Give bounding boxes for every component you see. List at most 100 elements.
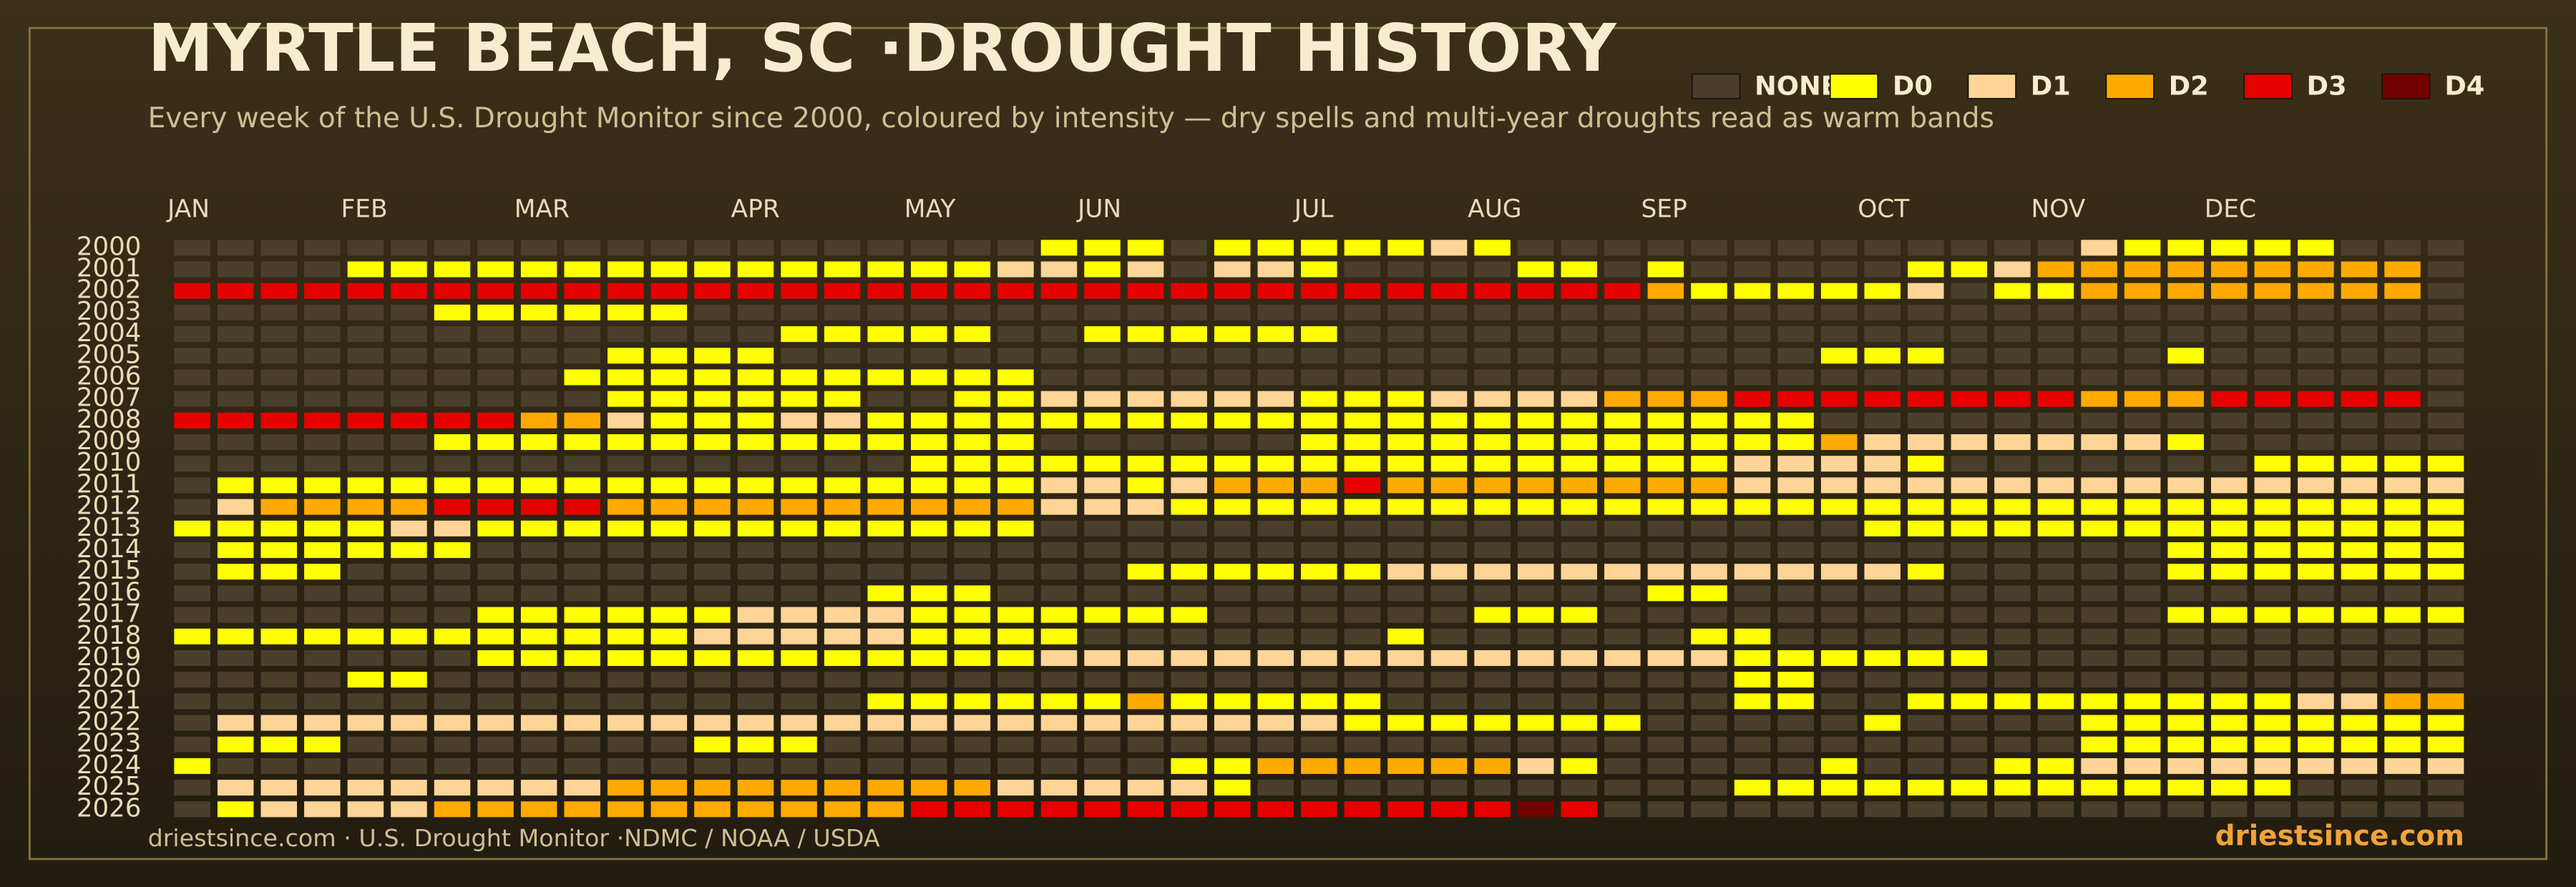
cell <box>520 758 557 774</box>
cell <box>781 283 817 299</box>
cell <box>1257 585 1294 602</box>
cell <box>174 801 210 818</box>
cell <box>954 499 991 515</box>
cell <box>2427 369 2464 386</box>
cell <box>1344 391 1381 407</box>
cell <box>1734 585 1771 602</box>
cell <box>564 564 600 580</box>
cell <box>910 758 947 774</box>
cell <box>824 693 861 710</box>
cell <box>867 736 904 753</box>
cell <box>477 758 514 774</box>
cell <box>608 801 644 818</box>
cell <box>824 715 861 731</box>
cell <box>2427 801 2464 818</box>
cell <box>1864 326 1901 343</box>
cell <box>2210 391 2248 407</box>
cell <box>174 780 210 796</box>
cell <box>2298 412 2334 428</box>
cell <box>997 261 1034 278</box>
cell <box>477 672 514 688</box>
cell <box>2298 304 2334 320</box>
cell <box>1474 758 1511 774</box>
cell <box>2167 412 2204 428</box>
cell <box>608 326 644 343</box>
cell <box>694 477 731 494</box>
cell <box>434 672 471 688</box>
cell <box>1171 434 1207 451</box>
cell <box>1517 520 1554 536</box>
cell <box>2124 369 2161 386</box>
cell <box>1908 564 1944 580</box>
cell <box>1908 607 1944 623</box>
cell <box>1820 477 1858 494</box>
cell <box>1214 541 1251 559</box>
cell <box>1214 477 1251 494</box>
cell <box>867 391 904 407</box>
cell <box>1820 758 1858 774</box>
y-tick-label: 2011 <box>77 469 142 499</box>
cell <box>347 541 384 559</box>
cell <box>477 585 514 602</box>
cell <box>1344 304 1381 320</box>
cell <box>520 693 557 710</box>
cell <box>1084 261 1121 278</box>
cell <box>1561 736 1597 753</box>
cell <box>1257 780 1294 796</box>
cell <box>1908 520 1944 536</box>
cell <box>217 628 254 645</box>
cell <box>1691 758 1727 774</box>
x-tick-label: OCT <box>1858 195 1910 223</box>
cell <box>260 348 298 364</box>
cell <box>1864 801 1901 818</box>
cell <box>1734 456 1771 472</box>
cell <box>2124 585 2161 602</box>
cell <box>434 391 471 407</box>
cell <box>1561 520 1597 536</box>
y-tick-label: 2020 <box>77 664 142 693</box>
cell <box>1084 564 1121 580</box>
cell <box>1864 715 1901 731</box>
cell <box>1647 780 1684 796</box>
cell <box>1084 434 1121 451</box>
x-tick-label: JUL <box>1293 195 1334 223</box>
cell <box>1561 240 1597 256</box>
cell <box>1430 801 1468 818</box>
cell <box>347 650 384 666</box>
cell <box>391 434 427 451</box>
cell <box>1430 261 1468 278</box>
cell <box>1908 628 1944 645</box>
cell <box>1777 628 1814 645</box>
cell <box>1127 520 1164 536</box>
cell <box>910 780 947 796</box>
cell <box>1864 541 1901 559</box>
cell <box>824 758 861 774</box>
cell <box>1257 801 1294 818</box>
cell <box>1951 564 1988 580</box>
cell <box>650 412 688 428</box>
cell <box>2254 672 2291 688</box>
legend-swatch <box>2381 73 2431 99</box>
cell <box>1040 304 1078 320</box>
cell <box>781 650 817 666</box>
cell <box>2210 261 2248 278</box>
cell <box>737 736 774 753</box>
cell <box>1561 434 1597 451</box>
cell <box>2167 780 2204 796</box>
cell <box>1344 261 1381 278</box>
cell <box>608 283 644 299</box>
cell <box>217 564 254 580</box>
cell <box>954 261 991 278</box>
cell <box>1647 693 1684 710</box>
cell <box>867 240 904 256</box>
cell <box>217 456 254 472</box>
legend-label: D2 <box>2169 70 2209 101</box>
cell <box>824 520 861 536</box>
cell <box>1344 801 1381 818</box>
cell <box>1517 693 1554 710</box>
cell <box>1604 607 1641 623</box>
cell <box>1820 348 1858 364</box>
cell <box>217 541 254 559</box>
cell <box>1474 520 1511 536</box>
cell <box>520 412 557 428</box>
